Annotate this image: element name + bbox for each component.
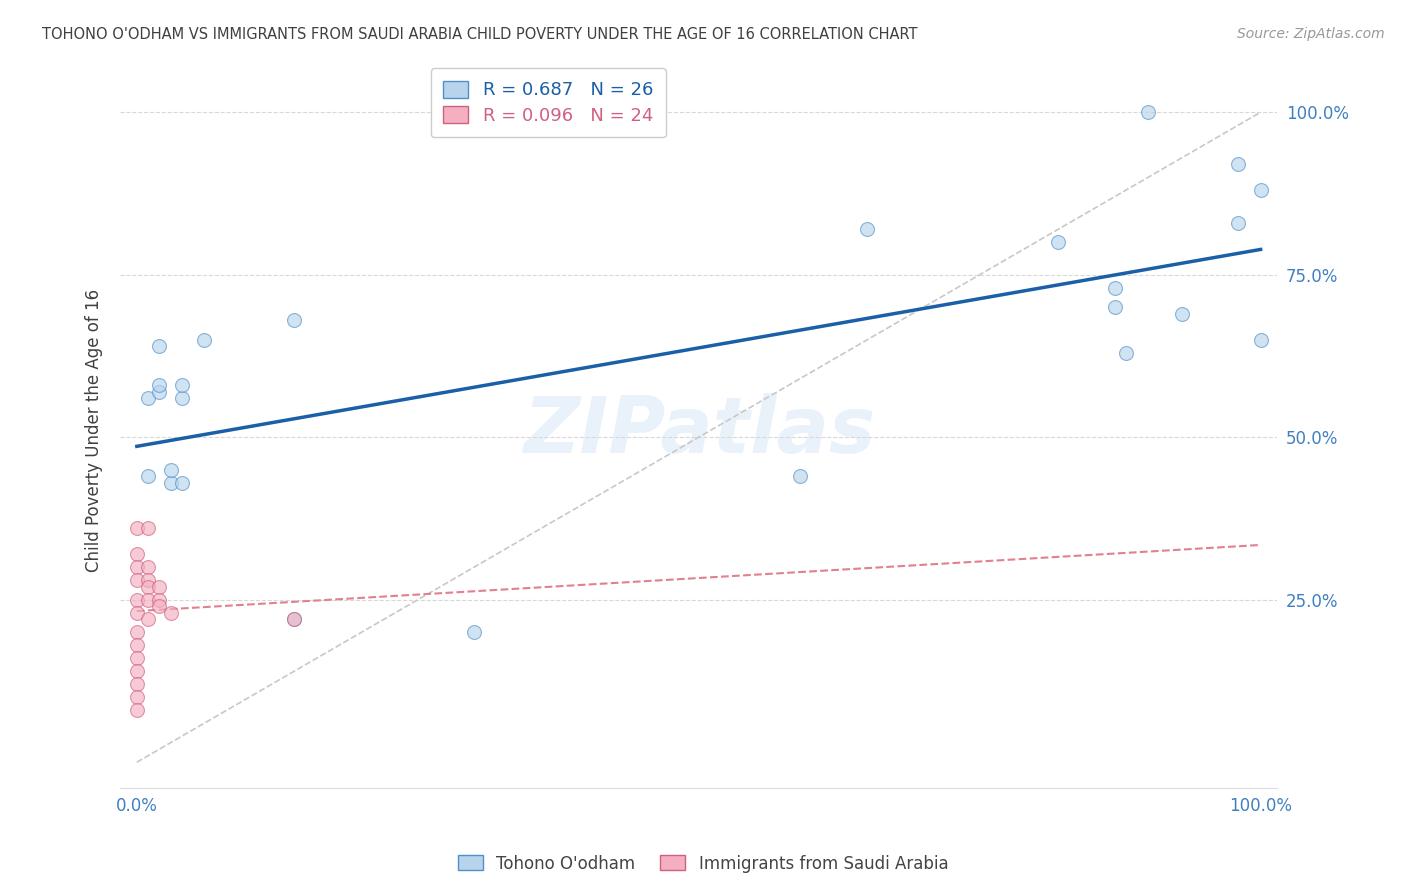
Point — [170, 378, 193, 392]
Point — [125, 703, 148, 717]
Legend: Tohono O'odham, Immigrants from Saudi Arabia: Tohono O'odham, Immigrants from Saudi Ar… — [451, 848, 955, 880]
Point — [136, 391, 159, 405]
Point — [1104, 281, 1126, 295]
Point — [283, 313, 305, 327]
Point — [125, 664, 148, 678]
Point — [125, 573, 148, 587]
Point — [136, 521, 159, 535]
Point — [1250, 333, 1272, 347]
Point — [125, 638, 148, 652]
Point — [1171, 307, 1194, 321]
Point — [136, 580, 159, 594]
Point — [1227, 216, 1250, 230]
Point — [125, 625, 148, 640]
Point — [136, 573, 159, 587]
Point — [125, 651, 148, 665]
Point — [170, 391, 193, 405]
Point — [136, 612, 159, 626]
Point — [125, 521, 148, 535]
Point — [1227, 157, 1250, 171]
Point — [159, 475, 181, 490]
Point — [148, 592, 170, 607]
Point — [283, 612, 305, 626]
Point — [136, 469, 159, 483]
Text: Source: ZipAtlas.com: Source: ZipAtlas.com — [1237, 27, 1385, 41]
Point — [1047, 235, 1070, 250]
Point — [125, 560, 148, 574]
Point — [1104, 300, 1126, 314]
Text: ZIPatlas: ZIPatlas — [523, 392, 875, 468]
Point — [136, 560, 159, 574]
Point — [1115, 345, 1137, 359]
Legend: R = 0.687   N = 26, R = 0.096   N = 24: R = 0.687 N = 26, R = 0.096 N = 24 — [430, 68, 666, 137]
Point — [1137, 105, 1160, 120]
Point — [125, 690, 148, 705]
Point — [136, 592, 159, 607]
Point — [1250, 183, 1272, 197]
Point — [148, 599, 170, 614]
Point — [125, 547, 148, 561]
Point — [148, 378, 170, 392]
Point — [159, 606, 181, 620]
Y-axis label: Child Poverty Under the Age of 16: Child Poverty Under the Age of 16 — [86, 289, 103, 573]
Point — [148, 339, 170, 353]
Point — [148, 580, 170, 594]
Point — [148, 384, 170, 399]
Point — [170, 475, 193, 490]
Point — [856, 222, 879, 236]
Point — [125, 606, 148, 620]
Text: TOHONO O'ODHAM VS IMMIGRANTS FROM SAUDI ARABIA CHILD POVERTY UNDER THE AGE OF 16: TOHONO O'ODHAM VS IMMIGRANTS FROM SAUDI … — [42, 27, 918, 42]
Point — [789, 469, 811, 483]
Point — [283, 612, 305, 626]
Point — [159, 463, 181, 477]
Point — [125, 592, 148, 607]
Point — [463, 625, 485, 640]
Point — [193, 333, 215, 347]
Point — [125, 677, 148, 691]
